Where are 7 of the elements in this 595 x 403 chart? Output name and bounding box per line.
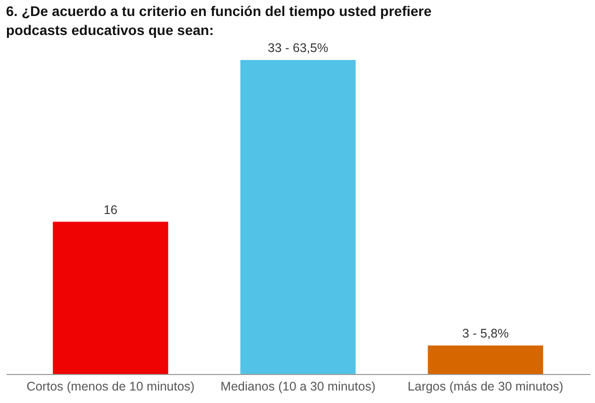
x-tick-label: Medianos (10 a 30 minutos) [220,380,376,394]
x-tick-label: Cortos (menos de 10 minutos) [26,380,195,394]
data-label: 3 - 5,8% [462,326,509,340]
data-label: 16 [104,202,118,217]
chart-title: 6. ¿De acuerdo a tu criterio en función del tiempo usted prefiere podcasts educativos que sean: [6,3,432,38]
x-tick-label: Largos (más de 30 minutos) [408,380,564,394]
data-label: 33 - 63,5% [268,41,328,55]
